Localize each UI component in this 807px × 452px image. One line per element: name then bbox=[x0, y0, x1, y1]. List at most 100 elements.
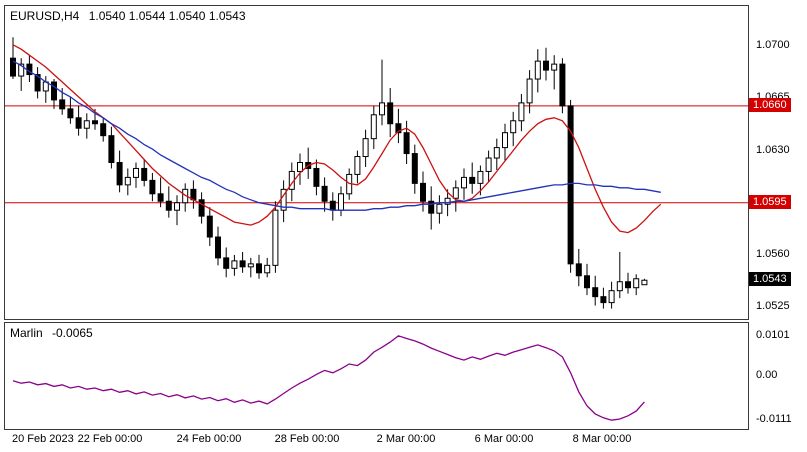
candle bbox=[575, 248, 582, 287]
candle bbox=[403, 120, 410, 164]
price-chart-panel[interactable]: EURUSD,H4 1.0540 1.0544 1.0540 1.0543 bbox=[4, 5, 749, 320]
price-axis: 1.07001.06651.06301.05951.05601.05251.06… bbox=[749, 0, 807, 452]
price-axis-label: 1.0525 bbox=[756, 300, 790, 312]
time-axis-label: 28 Feb 00:00 bbox=[274, 433, 340, 445]
candle bbox=[190, 180, 197, 209]
candle bbox=[625, 272, 631, 294]
chart-header: EURUSD,H4 1.0540 1.0544 1.0540 1.0543 bbox=[10, 9, 252, 23]
candle bbox=[362, 129, 369, 167]
candle bbox=[526, 70, 533, 114]
indicator-axis-label: 0.0101 bbox=[756, 329, 790, 341]
candle bbox=[280, 180, 287, 223]
chart-symbol-timeframe: EURUSD,H4 bbox=[10, 9, 80, 23]
candle bbox=[338, 186, 344, 217]
candle bbox=[329, 192, 336, 221]
candle bbox=[206, 207, 213, 246]
candle bbox=[543, 47, 549, 81]
candle bbox=[584, 263, 590, 296]
candle bbox=[133, 162, 139, 188]
candle bbox=[411, 144, 418, 194]
candlestick-chart[interactable] bbox=[5, 6, 748, 319]
marlin-line bbox=[12, 335, 645, 421]
candle bbox=[485, 150, 492, 182]
candle bbox=[108, 126, 115, 169]
candle bbox=[608, 281, 615, 309]
candle bbox=[305, 147, 312, 179]
candle bbox=[239, 251, 246, 273]
candle bbox=[141, 159, 148, 187]
candle bbox=[231, 254, 238, 276]
candle bbox=[321, 177, 328, 212]
candle bbox=[370, 105, 377, 150]
candle bbox=[297, 153, 303, 185]
candle bbox=[18, 58, 25, 91]
candle bbox=[26, 55, 33, 83]
candle bbox=[157, 177, 164, 208]
candle bbox=[124, 168, 131, 196]
candle bbox=[51, 79, 57, 109]
candle bbox=[469, 162, 476, 194]
candle bbox=[534, 49, 541, 93]
ma-red-line bbox=[12, 44, 662, 234]
candle bbox=[149, 172, 156, 202]
indicator-axis-label: 0.00 bbox=[756, 369, 778, 381]
candle bbox=[502, 123, 508, 162]
indicator-name: Marlin bbox=[10, 326, 43, 340]
price-axis-label: 1.0630 bbox=[756, 144, 790, 156]
candle bbox=[616, 251, 623, 299]
candle bbox=[34, 67, 41, 99]
candle bbox=[198, 192, 205, 224]
candle bbox=[256, 254, 262, 279]
candle bbox=[436, 195, 443, 224]
hline-price-tag: 1.0595 bbox=[749, 195, 791, 209]
time-axis-label: 2 Mar 00:00 bbox=[376, 433, 436, 445]
time-axis-label: 6 Mar 00:00 bbox=[474, 433, 534, 445]
candle bbox=[174, 195, 180, 226]
indicator-axis-label: -0.0111 bbox=[756, 413, 792, 425]
candle bbox=[420, 171, 426, 212]
candle bbox=[83, 113, 90, 139]
candle bbox=[10, 37, 16, 80]
candle bbox=[551, 55, 558, 90]
candle bbox=[215, 226, 221, 266]
candle bbox=[182, 183, 189, 212]
candle bbox=[395, 108, 402, 144]
indicator-value: -0.0065 bbox=[52, 326, 93, 340]
candle bbox=[633, 274, 640, 296]
time-axis[interactable]: 20 Feb 2023 22 Feb 00:00 24 Feb 00:00 28 Fe… bbox=[4, 431, 749, 449]
candle bbox=[116, 150, 123, 193]
candle bbox=[452, 180, 459, 212]
marlin-indicator-panel[interactable]: Marlin -0.0065 bbox=[4, 322, 749, 430]
indicator-header: Marlin -0.0065 bbox=[10, 326, 99, 340]
candle bbox=[264, 257, 271, 278]
candle bbox=[165, 186, 172, 218]
candle bbox=[379, 59, 385, 126]
price-axis-label: 1.0700 bbox=[756, 39, 790, 51]
candle bbox=[75, 105, 82, 136]
time-axis-label: 22 Feb 00:00 bbox=[77, 433, 143, 445]
candle bbox=[67, 96, 74, 124]
candle bbox=[461, 168, 467, 200]
time-axis-label: 24 Feb 00:00 bbox=[176, 433, 242, 445]
candle bbox=[518, 93, 525, 132]
current-price-tag: 1.0543 bbox=[749, 272, 791, 286]
ma-blue-line bbox=[12, 60, 661, 211]
candle bbox=[428, 186, 435, 230]
candle bbox=[313, 159, 320, 196]
price-axis-label: 1.0560 bbox=[756, 248, 790, 260]
candle bbox=[100, 117, 107, 142]
candle bbox=[354, 150, 361, 184]
time-axis-label: 8 Mar 00:00 bbox=[572, 433, 632, 445]
candle bbox=[510, 111, 517, 147]
candle bbox=[272, 201, 279, 273]
candle bbox=[493, 138, 500, 170]
chart-ohlc-values: 1.0540 1.0544 1.0540 1.0543 bbox=[88, 9, 246, 23]
marlin-indicator-chart[interactable] bbox=[5, 323, 748, 429]
candle bbox=[223, 247, 230, 278]
hline-price-tag: 1.0660 bbox=[749, 98, 791, 112]
candle bbox=[559, 58, 566, 114]
candle bbox=[592, 275, 599, 306]
time-axis-label: 20 Feb 2023 bbox=[12, 433, 74, 445]
candle bbox=[600, 287, 607, 309]
